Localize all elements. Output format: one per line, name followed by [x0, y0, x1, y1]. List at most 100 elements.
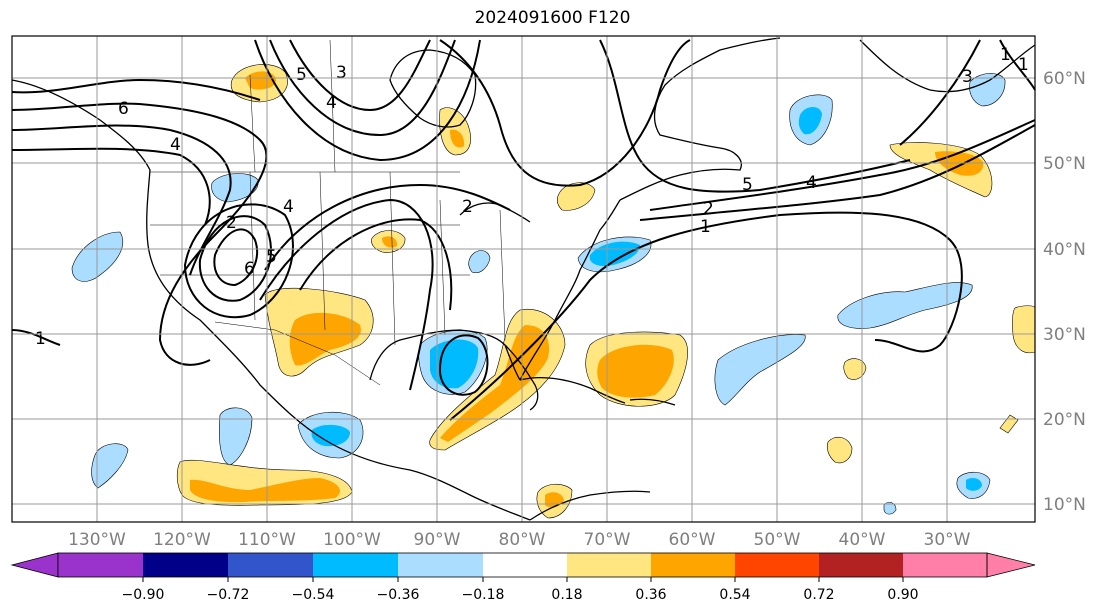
contour-label: 5: [296, 65, 307, 85]
coastline-gulf: [369, 329, 521, 381]
lat-label: 60°N: [1043, 69, 1086, 89]
lon-label: 70°W: [584, 530, 631, 550]
lon-label: 100°W: [323, 530, 381, 550]
lon-label: 40°W: [839, 530, 886, 550]
contour-label: 4: [283, 197, 294, 217]
contour-ridge-3: [264, 183, 511, 271]
coastline-canada-east: [619, 37, 781, 201]
cool-region-small-east: [883, 501, 897, 515]
contour-line-west-2: [11, 124, 232, 276]
lon-label: 130°W: [68, 530, 126, 550]
colorbar-segment: [735, 553, 819, 577]
colorbar-label: 0.54: [719, 587, 750, 603]
warm-region-newengland: [556, 182, 596, 211]
border-state-7: [499, 209, 506, 341]
contour-gulf-circle: [438, 334, 489, 396]
lat-label: 10°N: [1043, 495, 1086, 515]
cool-core-cape-verde: [966, 478, 982, 491]
colorbar-label: −0.36: [377, 587, 420, 603]
latitude-labels: 60°N 50°N 40°N 30°N 20°N 10°N: [1043, 69, 1086, 515]
contour-label: 2: [462, 197, 473, 217]
contour-label: 1: [35, 329, 46, 349]
contour-north-5: [599, 39, 911, 193]
colorbar: −0.90 −0.72 −0.54 −0.36 −0.18 0.18 0.36 …: [10, 552, 1036, 603]
lon-label: 90°W: [414, 530, 461, 550]
contour-north-1: [289, 39, 431, 112]
contour-label: 4: [806, 173, 817, 193]
coastline-cuba: [519, 376, 626, 404]
contour-label: 3: [336, 63, 347, 83]
contour-label: 5: [742, 175, 753, 195]
lon-label: 120°W: [153, 530, 211, 550]
contour-north-2: [269, 39, 456, 137]
contour-label: 4: [326, 93, 337, 113]
contour-east-3: [899, 39, 981, 146]
warm-core-texas: [289, 312, 361, 366]
colorbar-label: 0.36: [635, 587, 666, 603]
contour-label: 2: [226, 213, 237, 233]
contour-label-layer: 6 4 5 3 2 1 6 5 4 2 4 5 2 1 3 1 4 1: [35, 45, 1029, 349]
cool-region-midwest-small: [468, 250, 491, 273]
colorbar-segment: [313, 553, 398, 577]
warm-region-east-edge: [1012, 305, 1036, 354]
colorbar-arrow-low: [10, 552, 59, 578]
contour-layer: [11, 39, 1036, 421]
coastline-hispaniola: [629, 398, 676, 406]
border-us-mexico: [214, 321, 381, 386]
colorbar-segment: [651, 553, 735, 577]
cool-region-atlantic-east: [837, 282, 973, 329]
map-frame: [11, 35, 1036, 523]
longitude-labels: 130°W 120°W 110°W 100°W 90°W 80°W 70°W 6…: [68, 530, 971, 550]
lon-label: 60°W: [669, 530, 716, 550]
cool-region-baja: [219, 407, 253, 466]
coastline-north-america-west: [11, 79, 531, 521]
colorbar-segment: [58, 553, 143, 577]
colorbar-segment: [903, 553, 987, 577]
map-background: [12, 36, 1035, 522]
cool-region-iceland: [969, 73, 1006, 107]
lat-label: 20°N: [1043, 410, 1086, 430]
contour-label: 1: [1018, 55, 1029, 75]
coastline-south-america: [529, 490, 651, 521]
colorbar-label: −0.72: [207, 587, 250, 603]
cool-core-labrador-sea: [798, 106, 822, 135]
contour-label: 6: [118, 99, 129, 119]
contour-east-1: [649, 119, 1036, 211]
contour-ridge-1: [259, 198, 434, 391]
cool-core-mexico: [311, 424, 350, 447]
colorbar-label: −0.90: [122, 587, 165, 603]
contour-north-3: [254, 39, 481, 162]
warm-core-atlantic: [597, 344, 674, 398]
colorbar-segment: [567, 553, 651, 577]
colorbar-segment: [143, 553, 228, 577]
lon-label: 110°W: [238, 530, 296, 550]
lon-label: 80°W: [499, 530, 546, 550]
lat-label: 40°N: [1043, 240, 1086, 260]
colorbar-frame: [57, 552, 988, 578]
warm-region-small-2: [843, 358, 867, 380]
contour-ridge-2: [299, 218, 453, 311]
gridline-layer: [12, 36, 1035, 522]
border-state-3: [249, 171, 256, 321]
coastline-florida: [504, 344, 539, 411]
contour-label: 5: [266, 247, 277, 267]
map-title: 2024091600 F120: [474, 8, 631, 28]
contour-line-west-3: [11, 147, 211, 226]
warm-core-hudson: [245, 71, 276, 90]
contour-label: 1: [700, 217, 711, 237]
colorbar-segment: [819, 553, 903, 577]
colorbar-segment: [483, 553, 567, 577]
lon-label: 50°W: [754, 530, 801, 550]
contour-label: 1: [1000, 45, 1011, 65]
colorbar-label: 0.18: [551, 587, 582, 603]
contour-label: 2: [703, 199, 714, 219]
contour-east-4: [999, 39, 1036, 91]
warm-core-pacific: [190, 478, 340, 503]
contour-label: 6: [244, 259, 255, 279]
border-state-6: [439, 199, 446, 336]
coastline-greenland: [859, 39, 1036, 93]
colorbar-label: −0.18: [462, 587, 505, 603]
lat-label: 50°N: [1043, 154, 1086, 174]
contour-southwest-1: [11, 329, 61, 346]
contour-line-west-1: [11, 102, 268, 366]
